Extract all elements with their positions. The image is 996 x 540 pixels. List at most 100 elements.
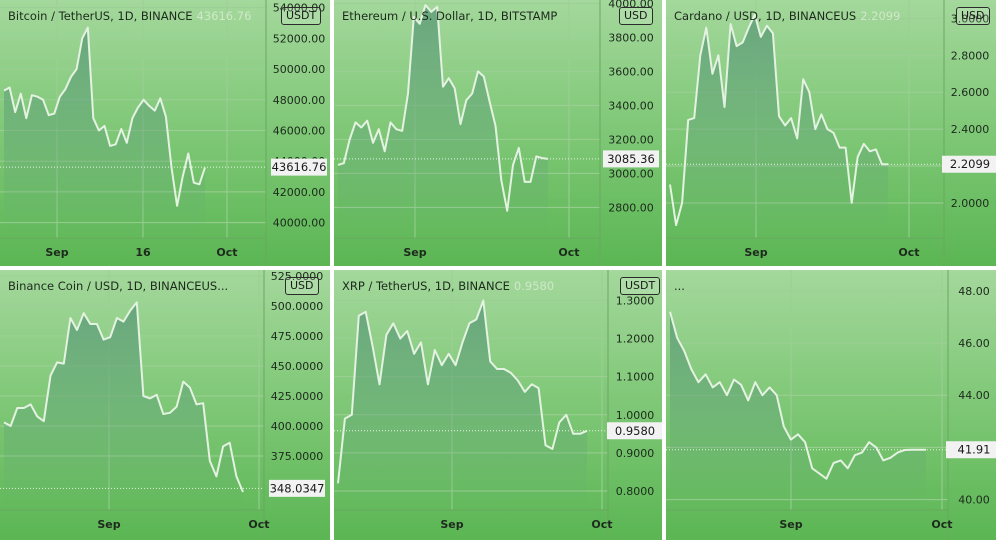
x-tick-label: Oct [216, 246, 237, 259]
y-tick-label: 40000.00 [273, 217, 326, 230]
chart-svg[interactable]: 3.00002.80002.60002.40002.20002.0000SepO… [666, 0, 996, 266]
price-area [338, 300, 587, 510]
y-tick-label: 1.1000 [616, 371, 655, 384]
currency-badge[interactable]: USDT [620, 277, 661, 295]
x-tick-label: Oct [591, 518, 612, 531]
y-tick-label: 3600.00 [608, 65, 654, 78]
y-tick-label: 46.00 [958, 337, 990, 350]
price-area [670, 14, 888, 238]
faded-last-price: 0.9580 [513, 279, 555, 293]
currency-badge[interactable]: USD [285, 277, 319, 295]
faded-last-price: 43616.76 [196, 9, 252, 23]
y-tick-label: 46000.00 [273, 125, 326, 138]
price-line[interactable] [337, 299, 588, 484]
y-tick-label: 44.00 [958, 389, 990, 402]
y-tick-label: 1.0000 [616, 409, 655, 422]
symbol-label: Cardano / USD, 1D, BINANCEUS [674, 9, 857, 23]
y-tick-label: 450.0000 [271, 360, 324, 373]
x-tick-label: Sep [779, 518, 802, 531]
y-tick-label: 3.0000 [951, 12, 990, 25]
symbol-label: Binance Coin / USD, 1D, BINANCEUS... [8, 279, 229, 293]
y-tick-label: 50000.00 [273, 63, 326, 76]
chart-panel-ethereum[interactable]: 4000.00 3800.00 3600.00 3400.00 3200.00 3000.… [334, 0, 662, 266]
x-tick-label: Sep [744, 246, 767, 259]
y-tick-label: 3400.00 [608, 99, 654, 112]
y-tick-label: 3800.00 [608, 31, 654, 44]
symbol-label: Ethereum / U.S. Dollar, 1D, BITSTAMP [342, 9, 558, 23]
y-tick-label: 2.0000 [951, 197, 990, 210]
y-tick-label: 0.8000 [616, 485, 655, 498]
x-tick-label: Oct [931, 518, 952, 531]
last-price-box [271, 158, 327, 176]
y-tick-label: 4000.00 [608, 0, 654, 10]
last-price-label: 43616.76 [272, 160, 327, 174]
chart-svg[interactable]: 1.3000 1.2000 1.1000 1.0000 0.9000 0.8000 Sep O… [334, 270, 662, 540]
chart-title: Bitcoin / TetherUS, 1D, BINANCE 43616.76 [8, 9, 251, 23]
currency-badge[interactable]: USDT [281, 7, 322, 25]
last-price-label: 0.9580 [615, 424, 655, 438]
y-tick-label: 42000.00 [273, 186, 326, 199]
price-area [4, 27, 205, 238]
y-tick-label: 400.0000 [271, 420, 324, 433]
price-area [338, 5, 548, 238]
y-tick-label: 475.0000 [271, 330, 324, 343]
last-price-label: 3085.36 [607, 152, 655, 166]
chart-panel-bitcoin[interactable]: 54000.00 52000.00 50000.00 48000.00 46000.00… [0, 0, 330, 266]
chart-panel-xrp[interactable]: 1.3000 1.2000 1.1000 1.0000 0.9000 0.8000 Sep O… [334, 270, 662, 540]
chart-panel-unnamed[interactable]: 48.0046.0044.0042.0040.00SepOct41.91 ... [666, 270, 996, 540]
price-line[interactable] [3, 301, 244, 493]
x-tick-label: Oct [558, 246, 579, 259]
x-tick-label: 16 [135, 246, 151, 259]
y-tick-label: 1.2000 [616, 333, 655, 346]
price-area [4, 302, 243, 510]
y-tick-label: 425.0000 [271, 390, 324, 403]
y-tick-label: 2.4000 [951, 123, 990, 136]
y-tick-label: 1.3000 [616, 294, 655, 307]
last-price-box [942, 155, 996, 173]
last-price-box [603, 150, 659, 168]
last-price-box [269, 479, 325, 497]
chart-svg[interactable]: 525.0000 500.0000 475.0000 450.0000 425.0000… [0, 270, 330, 540]
last-price-box [946, 441, 996, 459]
chart-svg[interactable]: 54000.00 52000.00 50000.00 48000.00 46000.00… [0, 0, 330, 266]
chart-title: XRP / TetherUS, 1D, BINANCE 0.9580 [342, 279, 554, 293]
last-price-box [607, 422, 662, 440]
y-tick-label: 3000.00 [608, 167, 654, 180]
chart-title: Cardano / USD, 1D, BINANCEUS 2.2099 [674, 9, 900, 23]
chart-svg[interactable]: 4000.00 3800.00 3600.00 3400.00 3200.00 3000.… [334, 0, 662, 266]
y-tick-label: 2.8000 [951, 49, 990, 62]
x-tick-label: Sep [403, 246, 426, 259]
faded-last-price: 2.2099 [860, 9, 901, 23]
last-price-label: 2.2099 [950, 157, 990, 171]
y-tick-label: 3200.00 [608, 133, 654, 146]
y-tick-label: 500.0000 [271, 300, 324, 313]
price-area [670, 311, 926, 510]
y-tick-label: 48000.00 [273, 94, 326, 107]
currency-badge[interactable]: USD [956, 7, 990, 25]
x-tick-label: Sep [97, 518, 120, 531]
currency-badge[interactable]: USD [619, 7, 653, 25]
x-tick-label: Oct [898, 246, 919, 259]
price-line[interactable] [669, 311, 926, 480]
symbol-label: XRP / TetherUS, 1D, BINANCE [342, 279, 510, 293]
y-tick-label: 375.0000 [271, 450, 324, 463]
y-tick-label: 2800.00 [608, 201, 654, 214]
last-price-label: 348.0347 [270, 481, 325, 495]
x-tick-label: Oct [248, 518, 269, 531]
symbol-label: ... [674, 279, 685, 293]
last-price-label: 41.91 [958, 443, 991, 457]
y-tick-label: 0.9000 [616, 447, 655, 460]
price-line[interactable] [669, 13, 888, 227]
chart-panel-cardano[interactable]: 3.00002.80002.60002.40002.20002.0000SepO… [666, 0, 996, 266]
y-tick-label: 40.00 [958, 494, 990, 507]
y-tick-label: 54000.00 [273, 2, 326, 15]
price-line[interactable] [337, 4, 549, 212]
y-tick-label: 52000.00 [273, 32, 326, 45]
y-tick-label: 525.0000 [271, 270, 324, 283]
chart-panel-binance-coin[interactable]: 525.0000 500.0000 475.0000 450.0000 425.0000… [0, 270, 330, 540]
x-tick-label: Sep [45, 246, 68, 259]
chart-title: Binance Coin / USD, 1D, BINANCEUS... [8, 279, 232, 293]
symbol-label: Bitcoin / TetherUS, 1D, BINANCE [8, 9, 193, 23]
y-tick-label: 2.6000 [951, 86, 990, 99]
